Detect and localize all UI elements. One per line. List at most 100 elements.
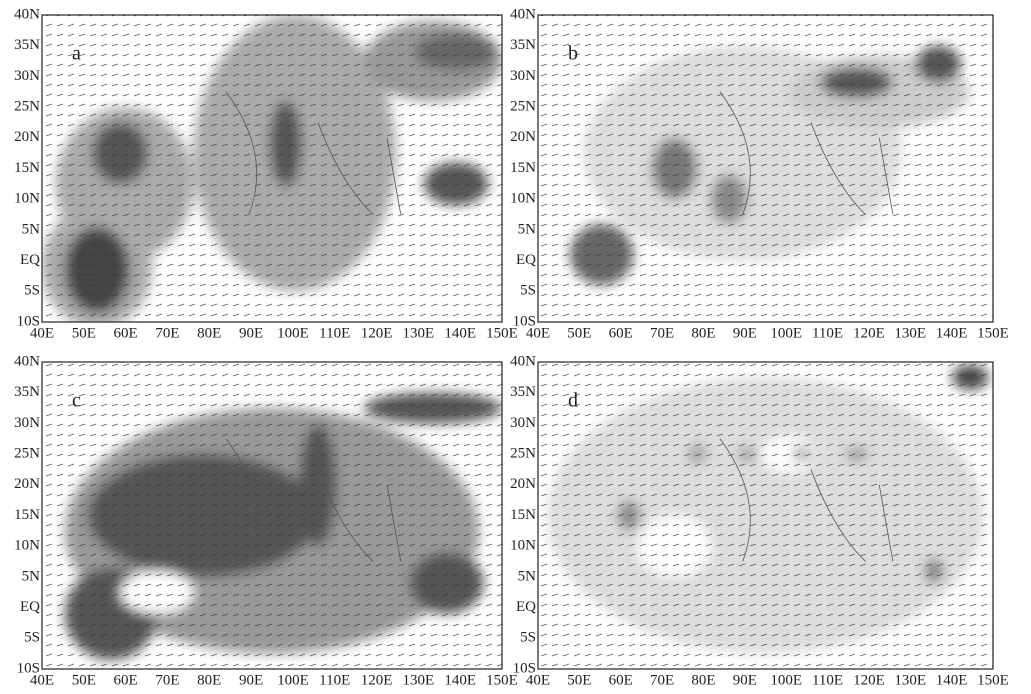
y-tick-label: 20N bbox=[14, 476, 40, 492]
x-tick-label: 90E bbox=[239, 672, 263, 688]
y-tick-label: 25N bbox=[510, 99, 536, 115]
y-tick-label: 5S bbox=[520, 283, 536, 299]
y-tick-label: 40N bbox=[14, 6, 40, 22]
x-tick-label: 140E bbox=[444, 325, 476, 341]
panel-label: a bbox=[72, 43, 81, 65]
x-tick-label: 130E bbox=[894, 325, 926, 341]
x-tick-label: 70E bbox=[155, 325, 179, 341]
y-tick-label: 10S bbox=[17, 660, 40, 676]
y-tick-label: 5S bbox=[520, 630, 536, 646]
x-tick-label: 120E bbox=[361, 325, 393, 341]
page: a40E50E60E70E80E90E100E110E120E130E140E1… bbox=[0, 0, 1031, 694]
x-tick-label: 100E bbox=[277, 672, 309, 688]
x-tick-label: 140E bbox=[444, 672, 476, 688]
y-tick-label: 5N bbox=[518, 221, 537, 237]
y-tick-label: 15N bbox=[510, 160, 536, 176]
y-tick-label: 35N bbox=[14, 37, 40, 53]
y-tick-label: 20N bbox=[510, 476, 536, 492]
y-tick-label: 40N bbox=[14, 353, 40, 369]
y-tick-label: 5N bbox=[518, 568, 537, 584]
x-tick-label: 110E bbox=[812, 672, 843, 688]
y-tick-label: 10S bbox=[17, 313, 40, 329]
y-tick-label: 5S bbox=[24, 283, 40, 299]
y-tick-label: 5N bbox=[22, 221, 41, 237]
wind-vectors bbox=[42, 15, 502, 322]
x-tick-label: 90E bbox=[239, 325, 263, 341]
x-tick-label: 50E bbox=[72, 325, 96, 341]
y-tick-label: EQ bbox=[516, 599, 536, 615]
x-tick-label: 70E bbox=[650, 325, 674, 341]
x-tick-label: 130E bbox=[403, 672, 435, 688]
x-tick-label: 110E bbox=[812, 325, 843, 341]
x-tick-label: 140E bbox=[936, 325, 968, 341]
y-tick-label: 5S bbox=[24, 630, 40, 646]
y-tick-label: 5N bbox=[22, 568, 41, 584]
y-tick-label: 10N bbox=[14, 191, 40, 207]
wind-vectors bbox=[538, 15, 993, 322]
x-tick-label: 100E bbox=[277, 325, 309, 341]
y-tick-label: 10S bbox=[513, 313, 536, 329]
x-tick-label: 110E bbox=[319, 672, 350, 688]
x-tick-label: 50E bbox=[72, 672, 96, 688]
panel-label: b bbox=[568, 43, 578, 65]
x-tick-label: 120E bbox=[361, 672, 393, 688]
x-tick-label: 50E bbox=[567, 672, 591, 688]
x-tick-label: 100E bbox=[770, 672, 802, 688]
x-tick-label: 50E bbox=[567, 325, 591, 341]
x-tick-label: 150E bbox=[977, 325, 1009, 341]
y-tick-label: 15N bbox=[14, 507, 40, 523]
x-tick-label: 140E bbox=[936, 672, 968, 688]
map-panel: b40E50E60E70E80E90E100E110E120E130E140E1… bbox=[510, 6, 1009, 341]
x-tick-label: 60E bbox=[609, 672, 633, 688]
panel-label: c bbox=[72, 390, 81, 412]
x-tick-label: 90E bbox=[733, 672, 757, 688]
y-tick-label: EQ bbox=[516, 252, 536, 268]
y-tick-label: 15N bbox=[510, 507, 536, 523]
y-tick-label: 30N bbox=[510, 415, 536, 431]
y-tick-label: EQ bbox=[20, 252, 40, 268]
y-tick-label: 15N bbox=[14, 160, 40, 176]
x-tick-label: 80E bbox=[197, 672, 221, 688]
x-tick-label: 80E bbox=[691, 325, 715, 341]
y-tick-label: 20N bbox=[14, 129, 40, 145]
y-tick-label: 30N bbox=[14, 68, 40, 84]
y-tick-label: 30N bbox=[510, 68, 536, 84]
y-tick-label: 10S bbox=[513, 660, 536, 676]
x-tick-label: 70E bbox=[650, 672, 674, 688]
x-tick-label: 130E bbox=[403, 325, 435, 341]
x-tick-label: 90E bbox=[733, 325, 757, 341]
y-tick-label: 35N bbox=[510, 384, 536, 400]
panel-label: d bbox=[568, 390, 578, 412]
x-tick-label: 120E bbox=[853, 325, 885, 341]
x-tick-label: 110E bbox=[319, 325, 350, 341]
y-tick-label: 10N bbox=[14, 538, 40, 554]
y-tick-label: 25N bbox=[14, 99, 40, 115]
x-tick-label: 150E bbox=[977, 672, 1009, 688]
y-tick-label: 40N bbox=[510, 353, 536, 369]
y-tick-label: 20N bbox=[510, 129, 536, 145]
wind-vectors bbox=[42, 362, 502, 669]
wind-vectors bbox=[538, 362, 993, 669]
x-tick-label: 60E bbox=[114, 672, 138, 688]
y-tick-label: 10N bbox=[510, 538, 536, 554]
y-tick-label: 35N bbox=[14, 384, 40, 400]
x-tick-label: 130E bbox=[894, 672, 926, 688]
y-tick-label: 35N bbox=[510, 37, 536, 53]
x-tick-label: 120E bbox=[853, 672, 885, 688]
y-tick-label: 30N bbox=[14, 415, 40, 431]
y-tick-label: 10N bbox=[510, 191, 536, 207]
figure: a40E50E60E70E80E90E100E110E120E130E140E1… bbox=[0, 0, 1031, 694]
x-tick-label: 80E bbox=[691, 672, 715, 688]
y-tick-label: EQ bbox=[20, 599, 40, 615]
x-tick-label: 60E bbox=[609, 325, 633, 341]
x-tick-label: 60E bbox=[114, 325, 138, 341]
y-tick-label: 25N bbox=[14, 446, 40, 462]
x-tick-label: 70E bbox=[155, 672, 179, 688]
y-tick-label: 25N bbox=[510, 446, 536, 462]
x-tick-label: 100E bbox=[770, 325, 802, 341]
y-tick-label: 40N bbox=[510, 6, 536, 22]
x-tick-label: 80E bbox=[197, 325, 221, 341]
